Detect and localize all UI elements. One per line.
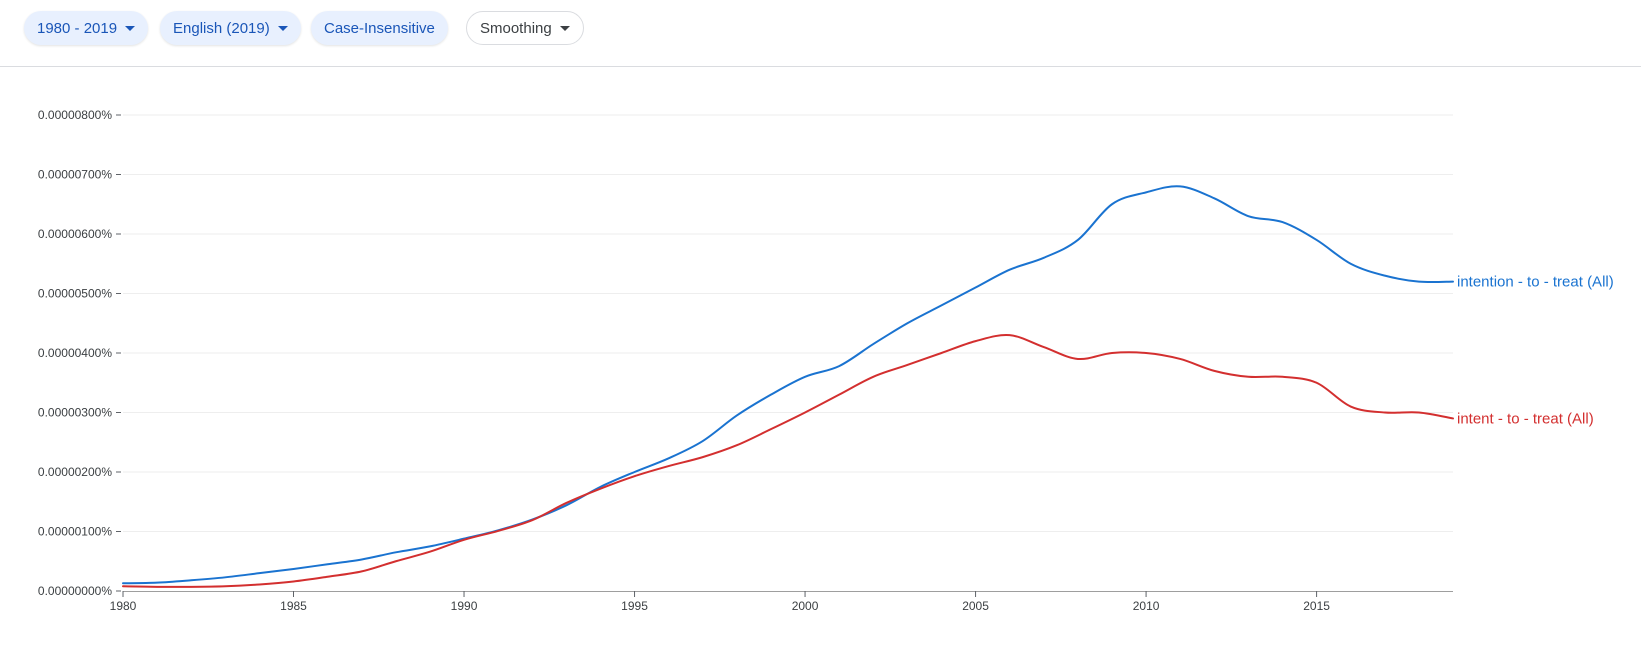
y-tick-label: 0.00000300% <box>38 406 112 420</box>
caret-down-icon <box>559 25 570 31</box>
corpus-label: English (2019) <box>173 19 270 37</box>
y-tick-label: 0.00000500% <box>38 287 112 301</box>
y-tick-label: 0.00000200% <box>38 465 112 479</box>
x-tick-label: 2010 <box>1133 599 1160 613</box>
series-label-2[interactable]: intent - to - treat (All) <box>1457 410 1594 427</box>
y-tick-label: 0.00000100% <box>38 525 112 539</box>
caret-down-icon <box>277 25 288 31</box>
x-tick-label: 1990 <box>451 599 478 613</box>
y-tick-label: 0.00000700% <box>38 168 112 182</box>
series-lines <box>122 185 1454 588</box>
y-tick-label: 0.00000800% <box>38 108 112 122</box>
x-tick-label: 1995 <box>621 599 648 613</box>
grid-lines <box>123 114 1453 532</box>
caret-down-icon <box>125 25 136 31</box>
x-tick-label: 2005 <box>962 599 989 613</box>
smoothing-dropdown[interactable]: Smoothing <box>466 11 584 45</box>
year-range-dropdown[interactable]: 1980 - 2019 <box>24 11 149 45</box>
series-line-1[interactable] <box>122 185 1454 585</box>
corpus-dropdown[interactable]: English (2019) <box>160 11 301 45</box>
series-labels: intention - to - treat (All) intent - to … <box>1457 274 1614 428</box>
year-range-label: 1980 - 2019 <box>37 19 118 37</box>
y-tick-label: 0.00000400% <box>38 346 112 360</box>
ngram-line-chart: 0.00000000% 0.00000100% 0.00000200% 0.00000… <box>38 108 1614 613</box>
filter-toolbar: 1980 - 2019 English (2019) Case-Insensit… <box>0 0 1641 67</box>
x-tick-label: 2015 <box>1303 599 1330 613</box>
case-label: Case-Insensitive <box>324 19 435 37</box>
x-axis: 1980 1985 1990 1995 2000 2005 2010 2015 <box>110 591 1453 613</box>
smoothing-label: Smoothing <box>480 19 552 37</box>
y-axis: 0.00000000% 0.00000100% 0.00000200% 0.00000… <box>38 108 121 598</box>
x-tick-label: 1985 <box>280 599 307 613</box>
case-insensitive-toggle[interactable]: Case-Insensitive <box>311 11 448 45</box>
y-tick-label: 0.00000600% <box>38 227 112 241</box>
series-label-1[interactable]: intention - to - treat (All) <box>1457 274 1614 291</box>
x-tick-label: 1980 <box>110 599 137 613</box>
x-tick-label: 2000 <box>792 599 819 613</box>
series-line-2[interactable] <box>122 334 1454 588</box>
y-tick-label: 0.00000000% <box>38 584 112 598</box>
